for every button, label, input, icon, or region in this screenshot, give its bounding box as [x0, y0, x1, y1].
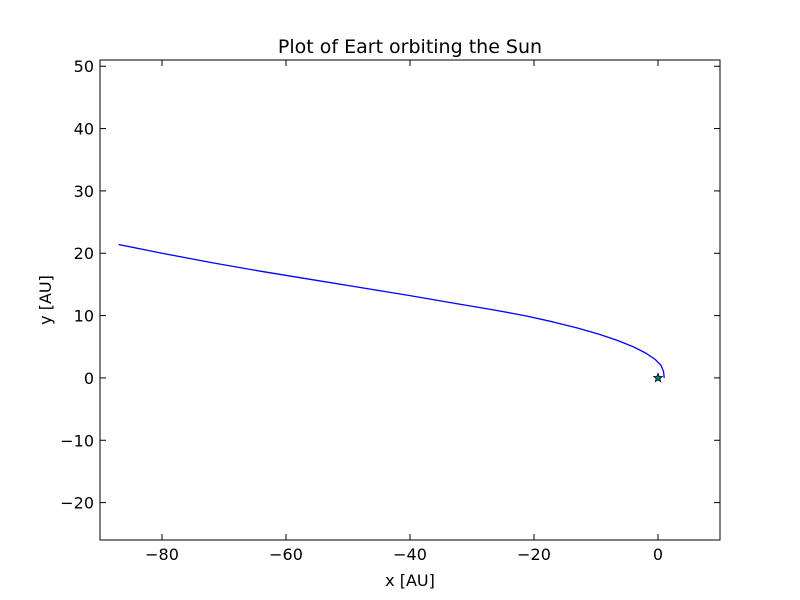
x-axis-ticks: −80 −60 −40 −20 0 — [145, 60, 663, 564]
sun-star-marker — [652, 372, 664, 383]
x-tick-label: −40 — [393, 545, 427, 564]
x-tick-label: −20 — [517, 545, 551, 564]
y-axis-ticks: −20 −10 0 10 20 30 40 50 — [60, 57, 720, 513]
y-tick-label: 10 — [74, 307, 94, 326]
plot-frame — [99, 59, 721, 541]
orbit-line — [118, 243, 665, 378]
x-tick-label: −80 — [145, 545, 179, 564]
plot-area — [118, 243, 665, 383]
y-tick-label: −20 — [60, 494, 94, 513]
x-axis-label: x [AU] — [385, 571, 435, 590]
y-tick-label: 20 — [74, 244, 94, 263]
y-tick-label: 30 — [74, 182, 94, 201]
y-axis-label: y [AU] — [36, 275, 55, 325]
y-tick-label: 0 — [84, 369, 94, 388]
x-tick-label: 0 — [653, 545, 663, 564]
y-tick-label: 50 — [74, 57, 94, 76]
y-tick-label: 40 — [74, 120, 94, 139]
y-tick-label: −10 — [60, 431, 94, 450]
x-tick-label: −60 — [269, 545, 303, 564]
chart-title: Plot of Eart orbiting the Sun — [278, 36, 542, 58]
